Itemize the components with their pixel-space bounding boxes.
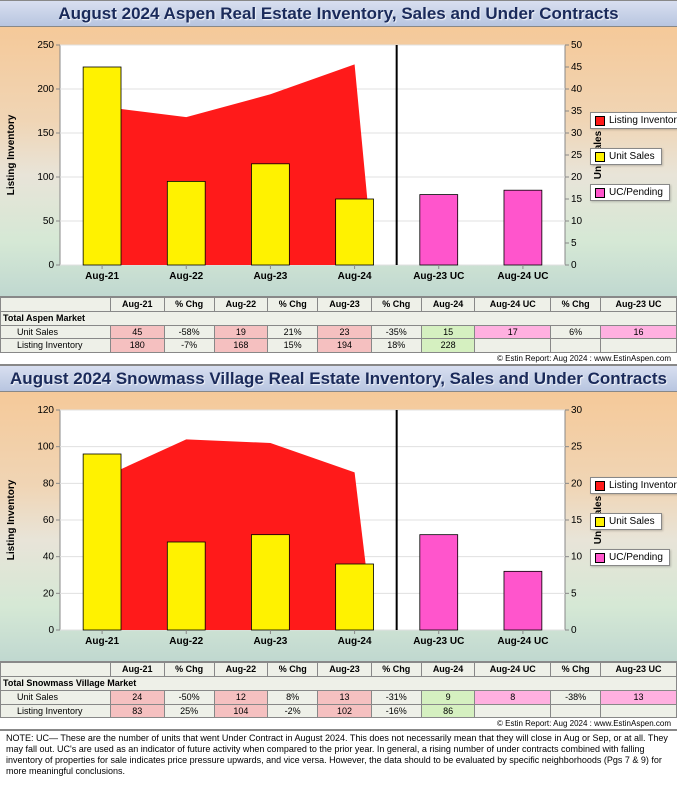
legend-item: UC/Pending	[590, 549, 670, 566]
legend-item: Listing Inventory	[590, 477, 677, 494]
svg-text:Aug-24: Aug-24	[338, 271, 372, 282]
svg-text:50: 50	[571, 40, 583, 51]
svg-text:0: 0	[48, 625, 54, 636]
svg-text:40: 40	[571, 84, 583, 95]
aspen-source: © Estin Report: Aug 2024 : www.EstinAspe…	[0, 353, 677, 365]
svg-text:Aug-23: Aug-23	[253, 271, 287, 282]
aspen-title: August 2024 Aspen Real Estate Inventory,…	[0, 0, 677, 27]
svg-text:Aug-23: Aug-23	[253, 636, 287, 647]
legend-item: Unit Sales	[590, 513, 662, 530]
svg-text:0: 0	[571, 625, 577, 636]
svg-text:Listing Inventory: Listing Inventory	[6, 479, 17, 560]
svg-text:30: 30	[571, 128, 583, 139]
svg-text:5: 5	[571, 589, 577, 600]
svg-text:20: 20	[571, 479, 583, 490]
svg-text:Listing Inventory: Listing Inventory	[6, 114, 17, 195]
svg-text:Aug-23 UC: Aug-23 UC	[413, 271, 464, 282]
svg-text:Aug-23 UC: Aug-23 UC	[413, 636, 464, 647]
svg-text:Aug-24: Aug-24	[338, 636, 372, 647]
snowmass-chart: 0 20 40 60 80 100 120 0 5 10 15 20 25 30 Aug-21 Aug-22 A…	[0, 392, 677, 662]
svg-text:200: 200	[37, 84, 54, 95]
svg-text:0: 0	[48, 260, 54, 271]
svg-text:Aug-22: Aug-22	[169, 636, 203, 647]
svg-text:Aug-24 UC: Aug-24 UC	[497, 636, 548, 647]
svg-text:Aug-21: Aug-21	[85, 636, 119, 647]
svg-text:100: 100	[37, 172, 54, 183]
svg-text:25: 25	[571, 150, 583, 161]
snowmass-table: Aug-21% ChgAug-22% ChgAug-23% ChgAug-24A…	[0, 662, 677, 718]
svg-text:30: 30	[571, 405, 583, 416]
legend-item: Listing Inventory	[590, 112, 677, 129]
svg-text:120: 120	[37, 405, 54, 416]
svg-text:20: 20	[571, 172, 583, 183]
svg-text:45: 45	[571, 62, 583, 73]
svg-text:40: 40	[43, 552, 55, 563]
svg-text:10: 10	[571, 552, 583, 563]
svg-text:10: 10	[571, 216, 583, 227]
svg-text:150: 150	[37, 128, 54, 139]
svg-text:Aug-22: Aug-22	[169, 271, 203, 282]
svg-text:15: 15	[571, 194, 583, 205]
svg-text:0: 0	[571, 260, 577, 271]
aspen-table: Aug-21% ChgAug-22% ChgAug-23% ChgAug-24A…	[0, 297, 677, 353]
svg-text:35: 35	[571, 106, 583, 117]
legend-item: UC/Pending	[590, 184, 670, 201]
svg-text:80: 80	[43, 479, 55, 490]
snowmass-title: August 2024 Snowmass Village Real Estate…	[0, 365, 677, 392]
svg-text:Aug-21: Aug-21	[85, 271, 119, 282]
svg-text:60: 60	[43, 515, 55, 526]
svg-text:100: 100	[37, 442, 54, 453]
snowmass-source: © Estin Report: Aug 2024 : www.EstinAspe…	[0, 718, 677, 730]
svg-text:20: 20	[43, 589, 55, 600]
svg-text:25: 25	[571, 442, 583, 453]
svg-text:15: 15	[571, 515, 583, 526]
aspen-chart: 0 50 100 150 200 250 0 5 10 15 20 25 30 35 40 45 50 Aug-2…	[0, 27, 677, 297]
svg-text:Aug-24 UC: Aug-24 UC	[497, 271, 548, 282]
svg-text:50: 50	[43, 216, 55, 227]
svg-text:250: 250	[37, 40, 54, 51]
svg-text:5: 5	[571, 238, 577, 249]
legend-item: Unit Sales	[590, 148, 662, 165]
footnote: NOTE: UC— These are the number of units …	[0, 730, 677, 780]
